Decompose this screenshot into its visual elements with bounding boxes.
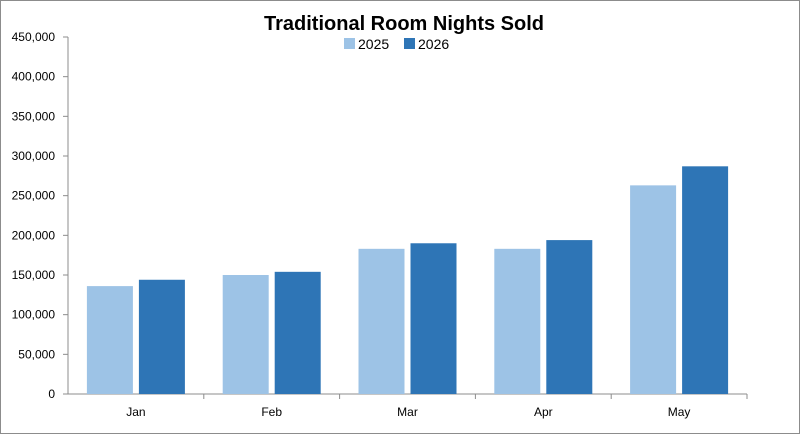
- y-tick-label: 350,000: [12, 109, 56, 123]
- y-tick-label: 450,000: [12, 30, 56, 44]
- bar-2026-may: [682, 166, 729, 394]
- legend: 2025 2026: [344, 36, 449, 52]
- legend-swatch-2026: [404, 38, 415, 49]
- y-tick-label: 250,000: [12, 189, 56, 203]
- y-tick-label: 400,000: [12, 70, 56, 84]
- x-tick-label: Mar: [397, 405, 418, 419]
- bar-2025-feb: [222, 275, 269, 394]
- legend-label-2025: 2025: [358, 36, 389, 52]
- bar-2026-feb: [274, 271, 321, 394]
- y-tick-label: 100,000: [12, 308, 56, 322]
- legend-label-2026: 2026: [418, 36, 449, 52]
- x-tick-label: Jan: [126, 405, 145, 419]
- x-tick-label: Feb: [261, 405, 282, 419]
- legend-swatch-2025: [344, 38, 355, 49]
- bar-2025-apr: [494, 248, 541, 394]
- x-tick-label: May: [668, 405, 691, 419]
- y-tick-label: 200,000: [12, 228, 56, 242]
- bar-2025-jan: [86, 286, 133, 394]
- y-tick-label: 50,000: [18, 347, 55, 361]
- plot-area: 0 50,000 100,000 150,000 200,000 250,000 300,0…: [12, 30, 748, 419]
- x-tick-label: Apr: [534, 405, 553, 419]
- bar-2025-may: [630, 185, 677, 394]
- y-tick-label: 300,000: [12, 149, 56, 163]
- bar-2026-apr: [546, 240, 593, 394]
- chart-title: Traditional Room Nights Sold: [264, 13, 544, 35]
- bar-2026-mar: [410, 243, 457, 394]
- y-tick-label: 150,000: [12, 268, 56, 282]
- bar-2026-jan: [138, 279, 185, 394]
- bar-2025-mar: [358, 248, 405, 394]
- y-tick-label: 0: [48, 387, 55, 401]
